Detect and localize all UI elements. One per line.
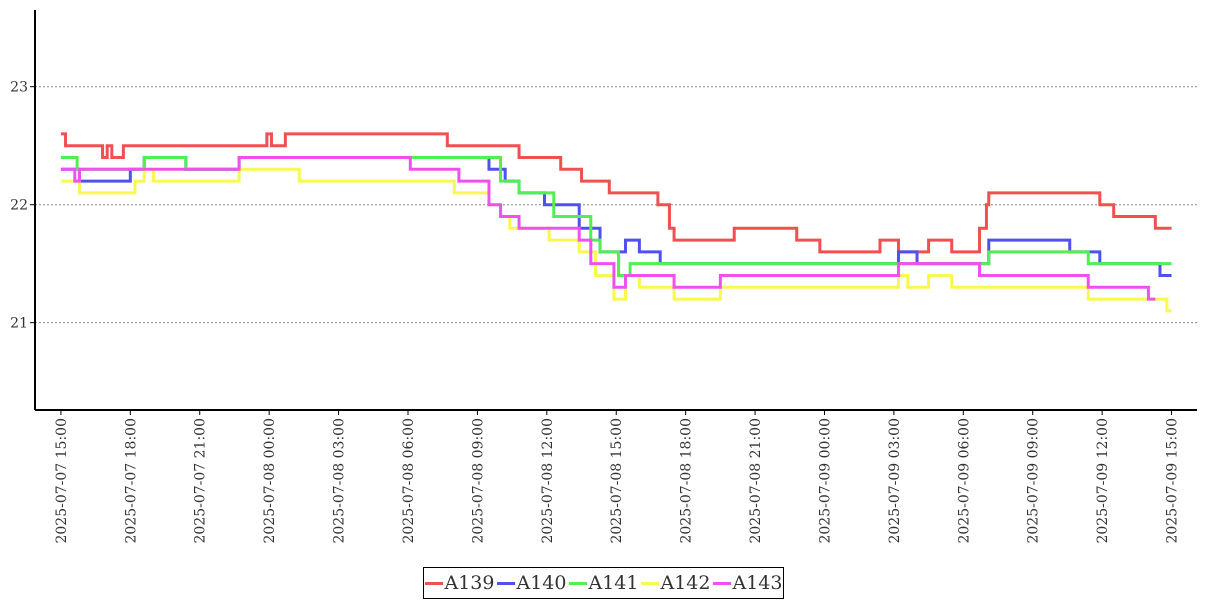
legend-label: A139 — [444, 572, 495, 594]
legend-item-A143: A143 — [712, 572, 783, 594]
legend-label: A141 — [588, 572, 639, 594]
legend-item-A140: A140 — [496, 572, 567, 594]
series-line-A141 — [60, 155, 1172, 277]
x-tick-label: 2025-07-09 00:00 — [817, 418, 833, 544]
x-tick-label: 2025-07-09 06:00 — [956, 418, 972, 544]
legend-swatch — [496, 581, 515, 585]
legend-item-A139: A139 — [424, 572, 495, 594]
legend-label: A143 — [732, 572, 783, 594]
x-tick-label: 2025-07-08 09:00 — [470, 418, 486, 544]
y-tick-label: 22 — [10, 198, 28, 214]
x-tick-label: 2025-07-08 21:00 — [748, 418, 764, 544]
x-tick-label: 2025-07-09 12:00 — [1095, 418, 1111, 544]
series-line-A140 — [60, 155, 1172, 277]
series-line-A143 — [60, 155, 1156, 301]
legend-swatch — [712, 581, 731, 585]
x-tick-label: 2025-07-08 12:00 — [540, 418, 556, 544]
series-line-A139 — [60, 132, 1172, 254]
x-tick-label: 2025-07-07 21:00 — [193, 418, 209, 544]
x-tick-label: 2025-07-08 03:00 — [332, 418, 348, 544]
x-tick-label: 2025-07-08 00:00 — [262, 418, 278, 544]
x-tick-label: 2025-07-09 03:00 — [887, 418, 903, 544]
legend: A139 A140 A141 A142 A143 — [423, 567, 784, 599]
legend-swatch — [424, 581, 443, 585]
legend-item-A142: A142 — [640, 572, 711, 594]
x-tick-label: 2025-07-08 06:00 — [401, 418, 417, 544]
x-tick-label: 2025-07-08 15:00 — [609, 418, 625, 544]
series-line-A142 — [60, 167, 1172, 313]
legend-label: A142 — [660, 572, 711, 594]
x-tick-label: 2025-07-09 15:00 — [1165, 418, 1181, 544]
legend-swatch — [640, 581, 659, 585]
y-tick-label: 23 — [10, 80, 28, 96]
x-tick-label: 2025-07-09 09:00 — [1026, 418, 1042, 544]
x-tick-label: 2025-07-08 18:00 — [679, 418, 695, 544]
x-tick-label: 2025-07-07 18:00 — [123, 418, 139, 544]
legend-swatch — [568, 581, 587, 585]
legend-label: A140 — [516, 572, 567, 594]
y-tick-label: 21 — [10, 316, 28, 332]
legend-item-A141: A141 — [568, 572, 639, 594]
x-tick-label: 2025-07-07 15:00 — [54, 418, 70, 544]
